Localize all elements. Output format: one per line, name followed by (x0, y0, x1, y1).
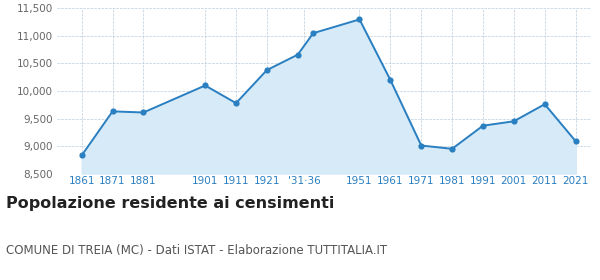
Text: COMUNE DI TREIA (MC) - Dati ISTAT - Elaborazione TUTTITALIA.IT: COMUNE DI TREIA (MC) - Dati ISTAT - Elab… (6, 244, 387, 256)
Point (416, 143, 426, 148)
Point (77, 153, 86, 158)
Text: Popolazione residente ai censimenti: Popolazione residente ai censimenti (6, 196, 334, 211)
Point (293, 52, 302, 57)
Point (139, 110, 148, 115)
Point (262, 68, 272, 72)
Point (108, 109, 118, 114)
Point (509, 119, 518, 123)
Point (355, 17, 364, 22)
Point (478, 123, 488, 128)
Point (540, 102, 550, 106)
Point (308, 31, 318, 35)
Point (231, 101, 241, 105)
Point (386, 78, 395, 82)
Point (571, 139, 580, 143)
Point (447, 147, 457, 151)
Point (200, 83, 210, 88)
